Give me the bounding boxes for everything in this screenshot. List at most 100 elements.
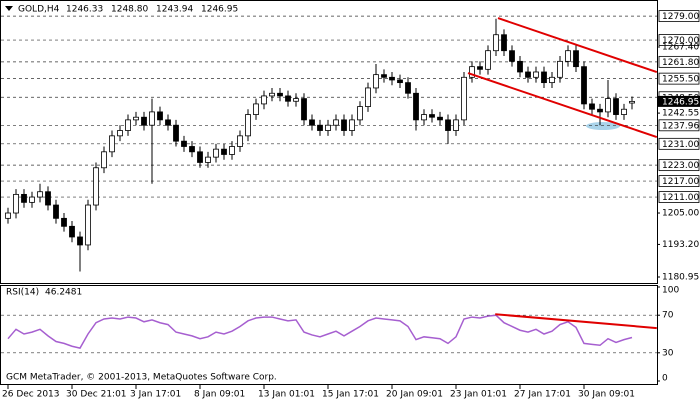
candle-body xyxy=(501,34,507,52)
highlight xyxy=(586,122,620,130)
candle-body xyxy=(581,66,587,105)
rsi-title: RSI(14) xyxy=(6,288,39,298)
y-tick-label: 1267.40 xyxy=(662,42,699,52)
y-tick-label: 1193.20 xyxy=(662,240,699,250)
rsi-pane xyxy=(0,285,658,385)
candle-body xyxy=(37,191,43,198)
trendline xyxy=(467,72,658,138)
header-value: 1243.94 xyxy=(156,5,193,15)
level-box xyxy=(658,10,700,23)
candle-body xyxy=(557,60,563,78)
candle-body xyxy=(493,34,499,52)
candle-body xyxy=(309,119,315,126)
candle-body xyxy=(53,204,59,219)
rsi-value: 46.2481 xyxy=(45,288,82,298)
candle-body xyxy=(301,98,307,121)
rsi-tick-label: 70 xyxy=(662,311,674,321)
candle-body xyxy=(117,130,123,137)
candle-body xyxy=(253,103,259,115)
level-label: 1270.00 xyxy=(662,36,699,46)
candle-body xyxy=(261,95,267,105)
candle-body xyxy=(589,103,595,110)
level-label: 1223.00 xyxy=(662,161,699,171)
level-box xyxy=(658,34,700,46)
candle-body xyxy=(541,71,547,84)
candle-body xyxy=(565,50,571,62)
rsi-trendline xyxy=(495,313,657,330)
candle-body xyxy=(21,193,27,203)
candle-body xyxy=(333,119,339,126)
header-value: 1246.33 xyxy=(66,5,103,15)
candle-body xyxy=(133,116,139,121)
last-price-box xyxy=(658,95,700,107)
candle-body xyxy=(629,100,635,104)
candle-body xyxy=(341,119,347,131)
rsi-tick-label: 0 xyxy=(662,374,668,384)
candle-body xyxy=(525,71,531,78)
level-box xyxy=(658,159,700,172)
candle-body xyxy=(325,124,331,131)
candle-body xyxy=(413,92,419,121)
candle-body xyxy=(485,50,491,70)
last-price-label: 1246.95 xyxy=(662,97,699,107)
x-tick-label: 15 Jan 17:01 xyxy=(322,390,379,400)
candle-body xyxy=(181,140,187,147)
candle-body xyxy=(509,50,515,62)
x-tick-label: 30 Jan 09:01 xyxy=(578,390,635,400)
candle-body xyxy=(125,119,131,131)
candle-body xyxy=(61,217,67,227)
collapse-icon xyxy=(5,6,13,11)
candle-body xyxy=(405,82,411,94)
y-tick-label: 1205.00 xyxy=(662,209,699,219)
level-box xyxy=(658,191,700,203)
chart-title: GOLD,H4 xyxy=(18,5,60,15)
candle-body xyxy=(85,204,91,246)
level-label: 1261.80 xyxy=(662,58,699,68)
candle-body xyxy=(101,151,107,169)
x-tick-label: 20 Jan 09:01 xyxy=(386,390,443,400)
level-box xyxy=(658,72,700,85)
candle-body xyxy=(373,74,379,89)
candle-body xyxy=(149,111,155,126)
candle-body xyxy=(213,148,219,158)
candle-body xyxy=(109,135,115,153)
x-tick-label: 27 Jan 17:01 xyxy=(514,390,571,400)
x-tick-label: 13 Jan 01:01 xyxy=(258,390,315,400)
candle-body xyxy=(165,119,171,126)
candle-body xyxy=(429,114,435,118)
candle-body xyxy=(549,76,555,84)
candle-body xyxy=(5,212,11,219)
level-box xyxy=(658,137,700,150)
candle-body xyxy=(597,108,603,113)
candle-body xyxy=(77,236,83,246)
candle-body xyxy=(197,151,203,163)
candle-body xyxy=(349,119,355,131)
candle-body xyxy=(533,71,539,78)
y-tick-label: 1180.95 xyxy=(662,273,699,283)
candle-body xyxy=(189,146,195,153)
level-label: 1237.96 xyxy=(662,121,699,131)
candle-body xyxy=(613,98,619,115)
candle-body xyxy=(173,124,179,142)
candle-body xyxy=(29,196,35,203)
candle-body xyxy=(245,114,251,137)
candle-body xyxy=(605,98,611,113)
level-box xyxy=(658,175,700,187)
level-label: 1211.00 xyxy=(662,193,699,203)
level-label: 1217.00 xyxy=(662,177,699,187)
candle-body xyxy=(421,114,427,121)
candle-body xyxy=(157,111,163,121)
level-label: 1255.50 xyxy=(662,75,699,85)
level-label: 1231.00 xyxy=(662,140,699,150)
rsi-line xyxy=(7,314,633,349)
level-box xyxy=(658,55,700,68)
footer: GCM MetaTrader, © 2001-2013, MetaQuotes … xyxy=(6,373,277,383)
candle-body xyxy=(237,135,243,147)
header-value: 1248.80 xyxy=(111,5,148,15)
candle-body xyxy=(357,106,363,121)
candle-body xyxy=(365,87,371,107)
candle-body xyxy=(461,76,467,121)
x-tick-label: 3 Jan 17:01 xyxy=(130,390,181,400)
candle-body xyxy=(477,66,483,70)
